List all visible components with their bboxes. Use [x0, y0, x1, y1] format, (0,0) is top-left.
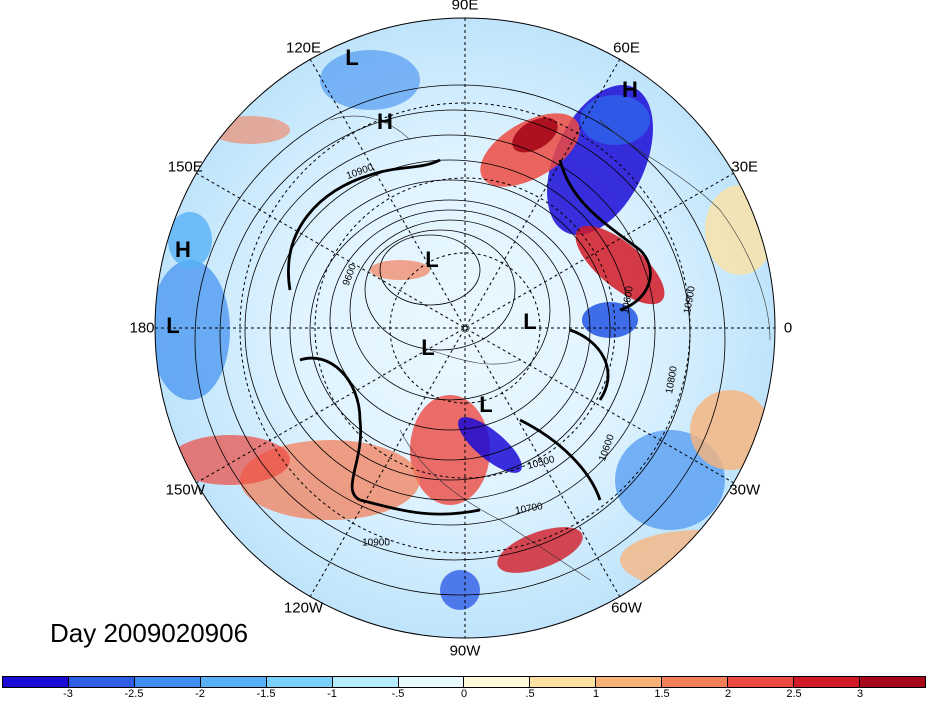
colorbar-tick-label: -3 — [63, 688, 73, 700]
lon-label: 150E — [167, 158, 203, 175]
graticule — [155, 18, 775, 638]
lon-label: 150W — [165, 481, 205, 498]
lon-label: 120W — [283, 599, 324, 617]
high-marker: H — [175, 237, 191, 262]
lon-label: 180 — [129, 319, 155, 337]
low-marker: L — [421, 335, 435, 360]
high-marker: H — [622, 77, 638, 102]
colorbar-tick-label: 2 — [724, 688, 732, 700]
low-marker: L — [523, 309, 537, 334]
colorbar-segment — [134, 677, 201, 687]
high-marker: H — [377, 109, 393, 134]
colorbar-segment — [794, 677, 860, 687]
lon-label: 90W — [449, 642, 481, 660]
lon-label: 30E — [731, 158, 759, 175]
colorbar-segment — [530, 677, 597, 687]
colorbar-tick-label: 1.5 — [654, 688, 670, 700]
colorbar-segment — [662, 677, 729, 687]
colorbar-segment — [398, 677, 465, 687]
jet-contours — [287, 158, 652, 516]
lon-label: 60W — [611, 599, 642, 617]
coastlines — [329, 115, 771, 581]
colorbar-segment — [464, 677, 531, 687]
map-border — [154, 17, 776, 639]
colorbar — [2, 676, 926, 688]
low-marker: L — [425, 247, 439, 272]
low-marker: L — [479, 392, 493, 417]
lon-label: 90E — [451, 0, 479, 14]
colorbar-tick-label: 2.5 — [786, 688, 802, 700]
colorbar-tick-label: 1 — [592, 688, 600, 700]
colorbar-segment — [859, 677, 925, 687]
lon-label: 30W — [729, 481, 761, 498]
colorbar-tick-label: -1.5 — [256, 688, 276, 700]
anomaly-field — [155, 50, 775, 610]
colorbar-segment — [266, 677, 333, 687]
colorbar-segment — [3, 677, 69, 687]
colorbar-segment — [728, 677, 795, 687]
colorbar-tick-label: 0 — [460, 688, 468, 700]
low-marker: L — [345, 45, 359, 70]
page-title: Day 2009020906 — [50, 618, 249, 648]
colorbar-segment — [200, 677, 267, 687]
lon-label: 120E — [285, 39, 322, 57]
colorbar-tick-label: -2.5 — [124, 688, 144, 700]
lon-label: 0 — [783, 319, 793, 337]
colorbar-tick-label: 3 — [856, 688, 864, 700]
colorbar-ticks: -3 -2.5 -2 -1.5 -1 -.5 0 .5 1 1.5 2 2.5 3 — [0, 688, 928, 702]
low-marker: L — [166, 313, 180, 338]
colorbar-segment — [68, 677, 135, 687]
colorbar-tick-label: -2 — [195, 688, 205, 700]
colorbar-tick-label: .5 — [525, 688, 535, 700]
contour-value-label: 10900 — [362, 537, 390, 549]
colorbar-tick-label: -.5 — [391, 688, 405, 700]
colorbar-segment — [596, 677, 663, 687]
lon-label: 60E — [613, 39, 640, 57]
colorbar-segment — [332, 677, 399, 687]
colorbar-tick-label: -1 — [327, 688, 337, 700]
